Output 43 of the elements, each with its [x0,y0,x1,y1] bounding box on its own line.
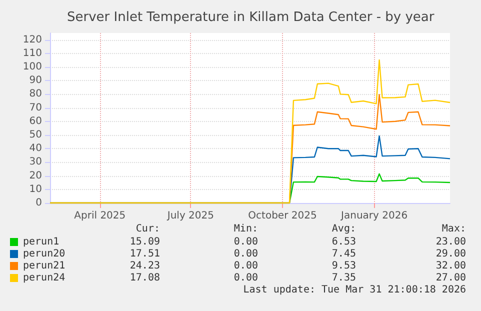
x-tick-label: July 2025 [166,210,214,222]
text: 0.00 [234,260,258,272]
y-tick-label: 20 [29,170,42,182]
y-tick-label: 10 [29,184,42,195]
y-tick-label: 90 [29,75,42,86]
text: Last update: Tue Mar 31 21:00:18 2026 [243,284,466,296]
text: Cur: [136,224,160,234]
text: 32.00 [436,260,466,272]
text: Avg: [332,224,356,234]
y-tick-label: 80 [29,88,42,100]
y-tick-label: 40 [29,143,42,154]
text: 27.00 [436,272,466,284]
y-tick-label: 70 [29,102,42,114]
text: 24.23 [130,260,160,272]
text: 0.00 [234,236,258,248]
chart-title: Server Inlet Temperature in Killam Data Center - by year [67,10,435,25]
text: 29.00 [436,248,466,260]
text: 9.53 [332,260,356,272]
text: 15.09 [130,236,160,248]
y-tick-label: 0 [36,198,42,208]
y-tick-label: 100 [22,62,42,72]
y-tick-label: 60 [29,116,42,127]
text: 7.45 [332,248,356,260]
text: 0.00 [234,248,258,260]
legend-label: perun24 [23,272,66,284]
text: 7.35 [332,272,356,284]
y-tick-label: 30 [29,156,42,168]
y-tick-label: 120 [22,34,42,46]
y-tick-label: 50 [29,130,42,140]
x-tick-label: January 2026 [340,210,408,222]
text: 23.00 [436,236,466,248]
legend-label: perun1 [23,236,60,248]
text: 0.00 [234,272,258,284]
text: 17.51 [130,248,160,260]
legend-label: perun20 [23,248,66,260]
legend-label: perun21 [23,260,66,272]
text: 6.53 [332,236,356,248]
text: Min: [234,224,258,234]
text: 17.08 [130,272,160,284]
text: Max: [442,224,466,234]
x-tick-label: October 2025 [248,210,317,222]
y-tick-label: 110 [22,48,42,59]
x-tick-label: April 2025 [74,210,126,222]
